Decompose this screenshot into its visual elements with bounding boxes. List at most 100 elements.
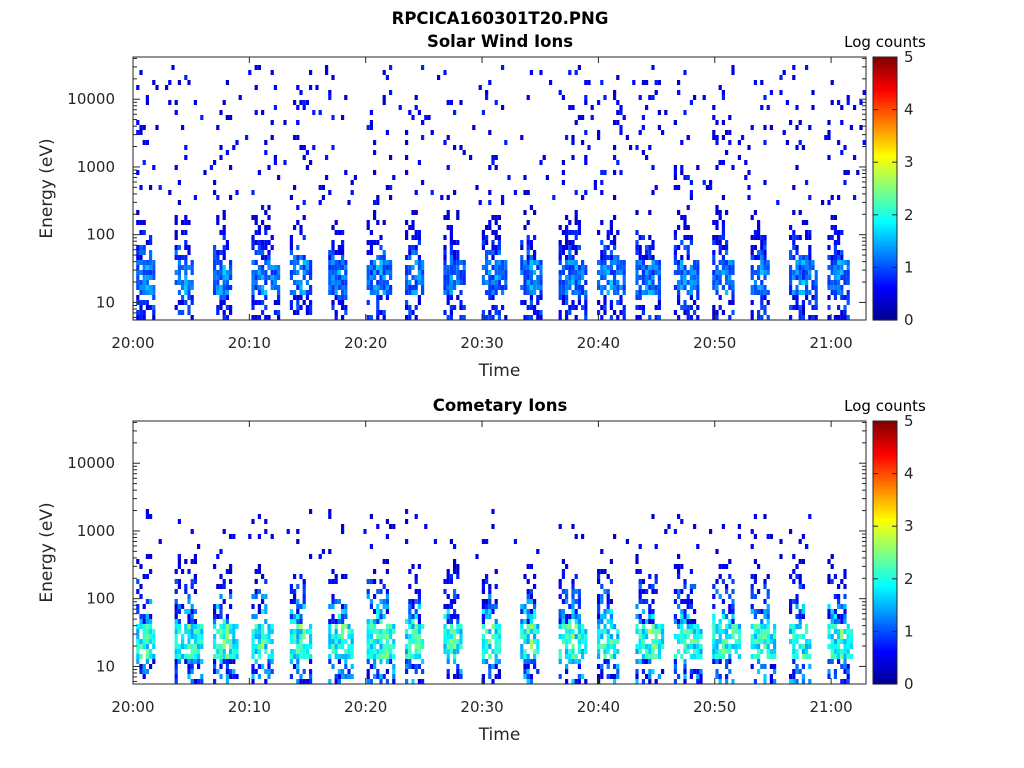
heatmap-cell — [459, 290, 463, 295]
heatmap-cell — [760, 285, 764, 290]
colorbar-segment — [873, 565, 897, 569]
heatmap-cell — [718, 305, 722, 310]
heatmap-cell — [760, 305, 764, 310]
heatmap-cell — [728, 130, 732, 135]
heatmap-cell — [728, 140, 732, 145]
heatmap-cell — [453, 609, 457, 614]
heatmap-cell — [312, 110, 316, 115]
heatmap-cell — [837, 629, 841, 634]
heatmap-cell — [341, 529, 345, 534]
heatmap-cell — [686, 305, 690, 310]
heatmap-cell — [571, 579, 575, 584]
heatmap-cell — [299, 674, 303, 679]
heatmap-cell — [529, 614, 533, 619]
heatmap-cell — [766, 639, 770, 644]
heatmap-cell — [289, 275, 293, 280]
heatmap-cell — [846, 170, 850, 175]
heatmap-cell — [753, 634, 757, 639]
heatmap-cell — [405, 619, 409, 624]
heatmap-cell — [197, 624, 201, 629]
heatmap-cell — [673, 235, 677, 240]
heatmap-cell — [837, 639, 841, 644]
colorbar-segment — [873, 610, 897, 614]
heatmap-cell — [385, 285, 389, 290]
heatmap-cell — [696, 275, 700, 280]
heatmap-cell — [712, 659, 716, 664]
heatmap-cell — [616, 255, 620, 260]
heatmap-cell — [683, 70, 687, 75]
heatmap-cell — [561, 624, 565, 629]
heatmap-cell — [328, 280, 332, 285]
heatmap-cell — [577, 270, 581, 275]
heatmap-cell — [843, 260, 847, 265]
heatmap-cell — [293, 594, 297, 599]
heatmap-cell — [485, 639, 489, 644]
heatmap-cell — [577, 295, 581, 300]
colorbar-segment — [873, 578, 897, 583]
heatmap-cell — [622, 305, 626, 310]
heatmap-cell — [219, 300, 223, 305]
heatmap-cell — [529, 629, 533, 634]
heatmap-cell — [753, 644, 757, 649]
heatmap-cell — [609, 654, 613, 659]
heatmap-cell — [181, 285, 185, 290]
heatmap-cell — [200, 624, 204, 629]
heatmap-cell — [565, 599, 569, 604]
heatmap-cell — [638, 295, 642, 300]
heatmap-cell — [833, 255, 837, 260]
heatmap-cell — [638, 265, 642, 270]
heatmap-cell — [296, 669, 300, 674]
heatmap-cell — [616, 664, 620, 669]
heatmap-cell — [539, 285, 543, 290]
heatmap-cell — [369, 644, 373, 649]
heatmap-cell — [344, 95, 348, 100]
heatmap-cell — [654, 639, 658, 644]
heatmap-cell — [654, 260, 658, 265]
colorbar-segment — [873, 114, 897, 119]
heatmap-cell — [731, 300, 735, 305]
heatmap-cell — [651, 619, 655, 624]
heatmap-cell — [264, 519, 268, 524]
heatmap-cell — [651, 669, 655, 674]
heatmap-cell — [417, 664, 421, 669]
heatmap-cell — [184, 300, 188, 305]
heatmap-cell — [763, 295, 767, 300]
heatmap-cell — [232, 629, 236, 634]
heatmap-cell — [385, 75, 389, 80]
heatmap-cell — [373, 639, 377, 644]
heatmap-cell — [449, 260, 453, 265]
heatmap-cell — [213, 160, 217, 165]
heatmap-cell — [459, 674, 463, 679]
heatmap-cell — [830, 285, 834, 290]
heatmap-cell — [693, 654, 697, 659]
heatmap-cell — [792, 629, 796, 634]
heatmap-cell — [843, 629, 847, 634]
heatmap-cell — [449, 285, 453, 290]
heatmap-cell — [497, 669, 501, 674]
heatmap-cell — [613, 260, 617, 265]
heatmap-cell — [622, 270, 626, 275]
heatmap-cell — [526, 280, 530, 285]
heatmap-cell — [603, 644, 607, 649]
heatmap-cell — [808, 230, 812, 235]
heatmap-cell — [795, 599, 799, 604]
heatmap-cell — [603, 569, 607, 574]
heatmap-cell — [309, 85, 313, 90]
heatmap-cell — [501, 200, 505, 205]
colorbar-segment — [873, 636, 897, 640]
heatmap-cell — [753, 210, 757, 215]
heatmap-cell — [373, 619, 377, 624]
heatmap-cell — [385, 534, 389, 539]
colorbar-segment — [873, 251, 897, 255]
heatmap-cell — [651, 614, 655, 619]
heatmap-cell — [299, 305, 303, 310]
heatmap-cell — [257, 225, 261, 230]
heatmap-cell — [721, 235, 725, 240]
heatmap-cell — [558, 594, 562, 599]
heatmap-cell — [673, 285, 677, 290]
heatmap-cell — [366, 619, 370, 624]
heatmap-cell — [267, 624, 271, 629]
heatmap-cell — [193, 195, 197, 200]
heatmap-cell — [651, 260, 655, 265]
heatmap-cell — [417, 679, 421, 684]
